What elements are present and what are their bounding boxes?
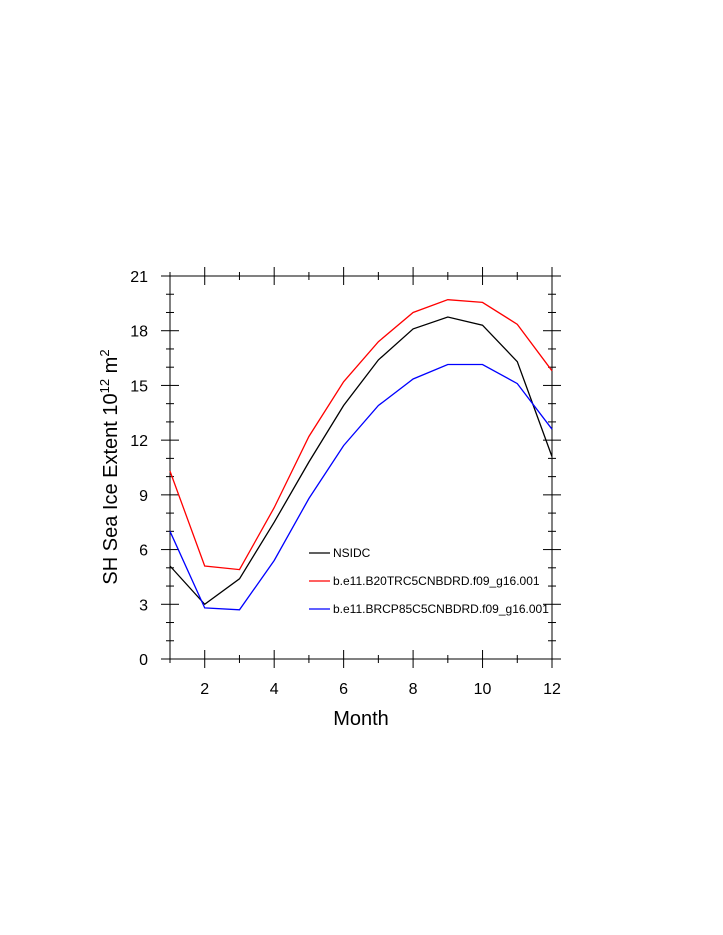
y-axis-title-unit-exp: 2 [97, 349, 112, 356]
x-axis-title: Month [333, 708, 389, 730]
series-line-2 [169, 363, 553, 611]
legend-label-1: b.e11.B20TRC5CNBDRD.f09_g16.001 [333, 574, 540, 588]
y-axis-title: SH Sea Ice Extent 1012 m2 [97, 349, 122, 584]
legend-label-0: NSIDC [333, 546, 371, 560]
x-tick-label: 4 [270, 681, 279, 698]
y-tick-label: 15 [130, 378, 148, 395]
x-tick-label: 2 [200, 681, 209, 698]
y-tick-label: 0 [139, 652, 148, 669]
series-line-0 [169, 316, 553, 606]
y-tick-label: 12 [130, 433, 148, 450]
y-tick-label: 6 [139, 543, 148, 560]
legend-label-2: b.e11.BRCP85C5CNBDRD.f09_g16.001 [333, 602, 549, 616]
legend: NSIDC b.e11.B20TRC5CNBDRD.f09_g16.001 b.e1… [309, 546, 549, 616]
y-axis-title-main: SH Sea Ice Extent 10 [100, 393, 122, 584]
series-line-1 [169, 299, 553, 571]
plot-frame [169, 275, 553, 660]
y-tick-label: 21 [130, 269, 148, 286]
y-tick-label: 3 [139, 597, 148, 614]
y-axis-title-exp: 12 [97, 379, 112, 393]
y-tick-label: 18 [130, 324, 148, 341]
y-axis-title-unit: m [100, 357, 122, 379]
x-tick-label: 8 [409, 681, 418, 698]
y-tick-label: 9 [139, 488, 148, 505]
x-tick-label: 10 [474, 681, 492, 698]
x-tick-label: 12 [543, 681, 561, 698]
series-lines [169, 299, 553, 611]
x-tick-label: 6 [339, 681, 348, 698]
axis-ticks [161, 267, 561, 668]
y-tick-labels: 0 3 6 9 12 15 18 21 [130, 269, 148, 669]
x-tick-labels: 2 4 6 8 10 12 [200, 681, 561, 698]
